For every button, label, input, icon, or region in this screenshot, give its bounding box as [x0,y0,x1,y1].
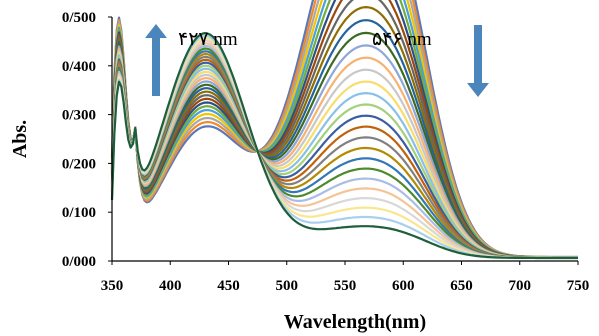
wavelength-annotation: ۵۴۶ nm [372,29,432,50]
y-tick-label: 0/200 [62,156,96,172]
down-arrow-shaft [474,25,482,83]
y-axis-title: Abs. [9,120,31,158]
x-axis-title: Wavelength(nm) [284,311,426,333]
y-tick-label: 0/500 [62,10,96,26]
down-arrow-icon [467,83,489,97]
y-tick-label: 0/000 [62,254,96,270]
x-tick-label: 700 [509,278,532,294]
spectrum-line [110,39,578,259]
x-tick-label: 350 [101,278,124,294]
spectrum-line [110,32,578,260]
x-tick-labels: 350 400 450 500 550 600 650 700 750 [101,278,590,294]
spectrum-line [110,42,578,259]
series-group [110,0,578,260]
spectrum-line [110,44,578,259]
y-tick-label: 0/400 [62,59,96,75]
axes-group [108,16,579,265]
y-tick-label: 0/300 [62,108,96,124]
x-tick-label: 550 [334,278,357,294]
x-tick-label: 450 [217,278,240,294]
up-arrow-icon [145,24,167,38]
x-tick-label: 650 [450,278,473,294]
up-arrow-shaft [152,38,160,96]
x-tick-label: 400 [159,278,182,294]
wavelength-annotation: ۴۲۷ nm [178,29,238,50]
x-tick-label: 500 [276,278,299,294]
y-tick-label: 0/100 [62,205,96,221]
x-tick-label: 750 [567,278,590,294]
annotations: ۴۲۷ nm ۵۴۶ nm [145,24,489,97]
x-tick-label: 600 [392,278,415,294]
y-tick-labels: 0/000 0/100 0/200 0/300 0/400 0/500 [62,10,96,270]
